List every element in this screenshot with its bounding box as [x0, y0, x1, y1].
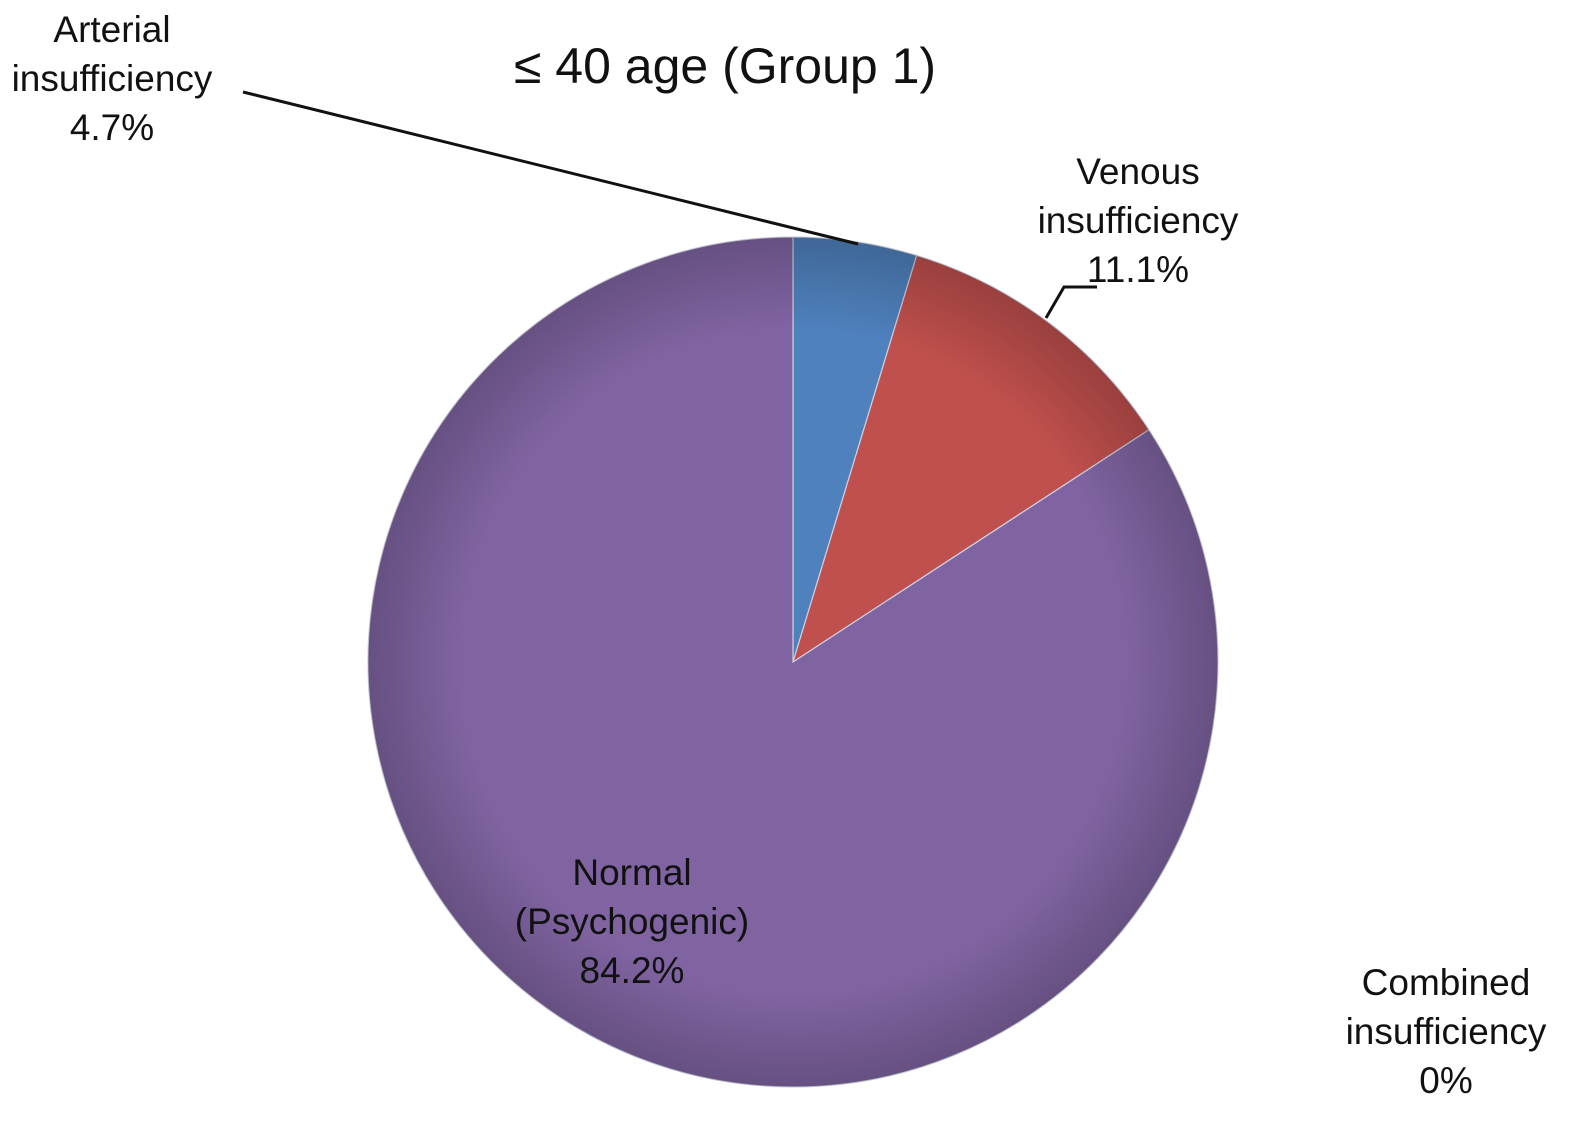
slice-label-normal-psychogenic: Normal (Psychogenic) 84.2% — [515, 852, 749, 991]
pie-slices — [367, 236, 1219, 1088]
slice-labels: Arterial insufficiency 4.7% Venous insuffici… — [12, 9, 1547, 1101]
slice-label-combined-insufficiency: Combined insufficiency 0% — [1346, 962, 1547, 1101]
chart-title: ≤ 40 age (Group 1) — [514, 38, 936, 94]
leader-line-arterial-insufficiency — [242, 90, 859, 246]
slice-label-arterial-insufficiency: Arterial insufficiency 4.7% — [12, 9, 213, 148]
leader-line-venous-insufficiency — [1044, 285, 1097, 319]
slice-label-venous-insufficiency: Venous insufficiency 11.1% — [1038, 151, 1239, 290]
leader-lines — [242, 90, 1097, 319]
